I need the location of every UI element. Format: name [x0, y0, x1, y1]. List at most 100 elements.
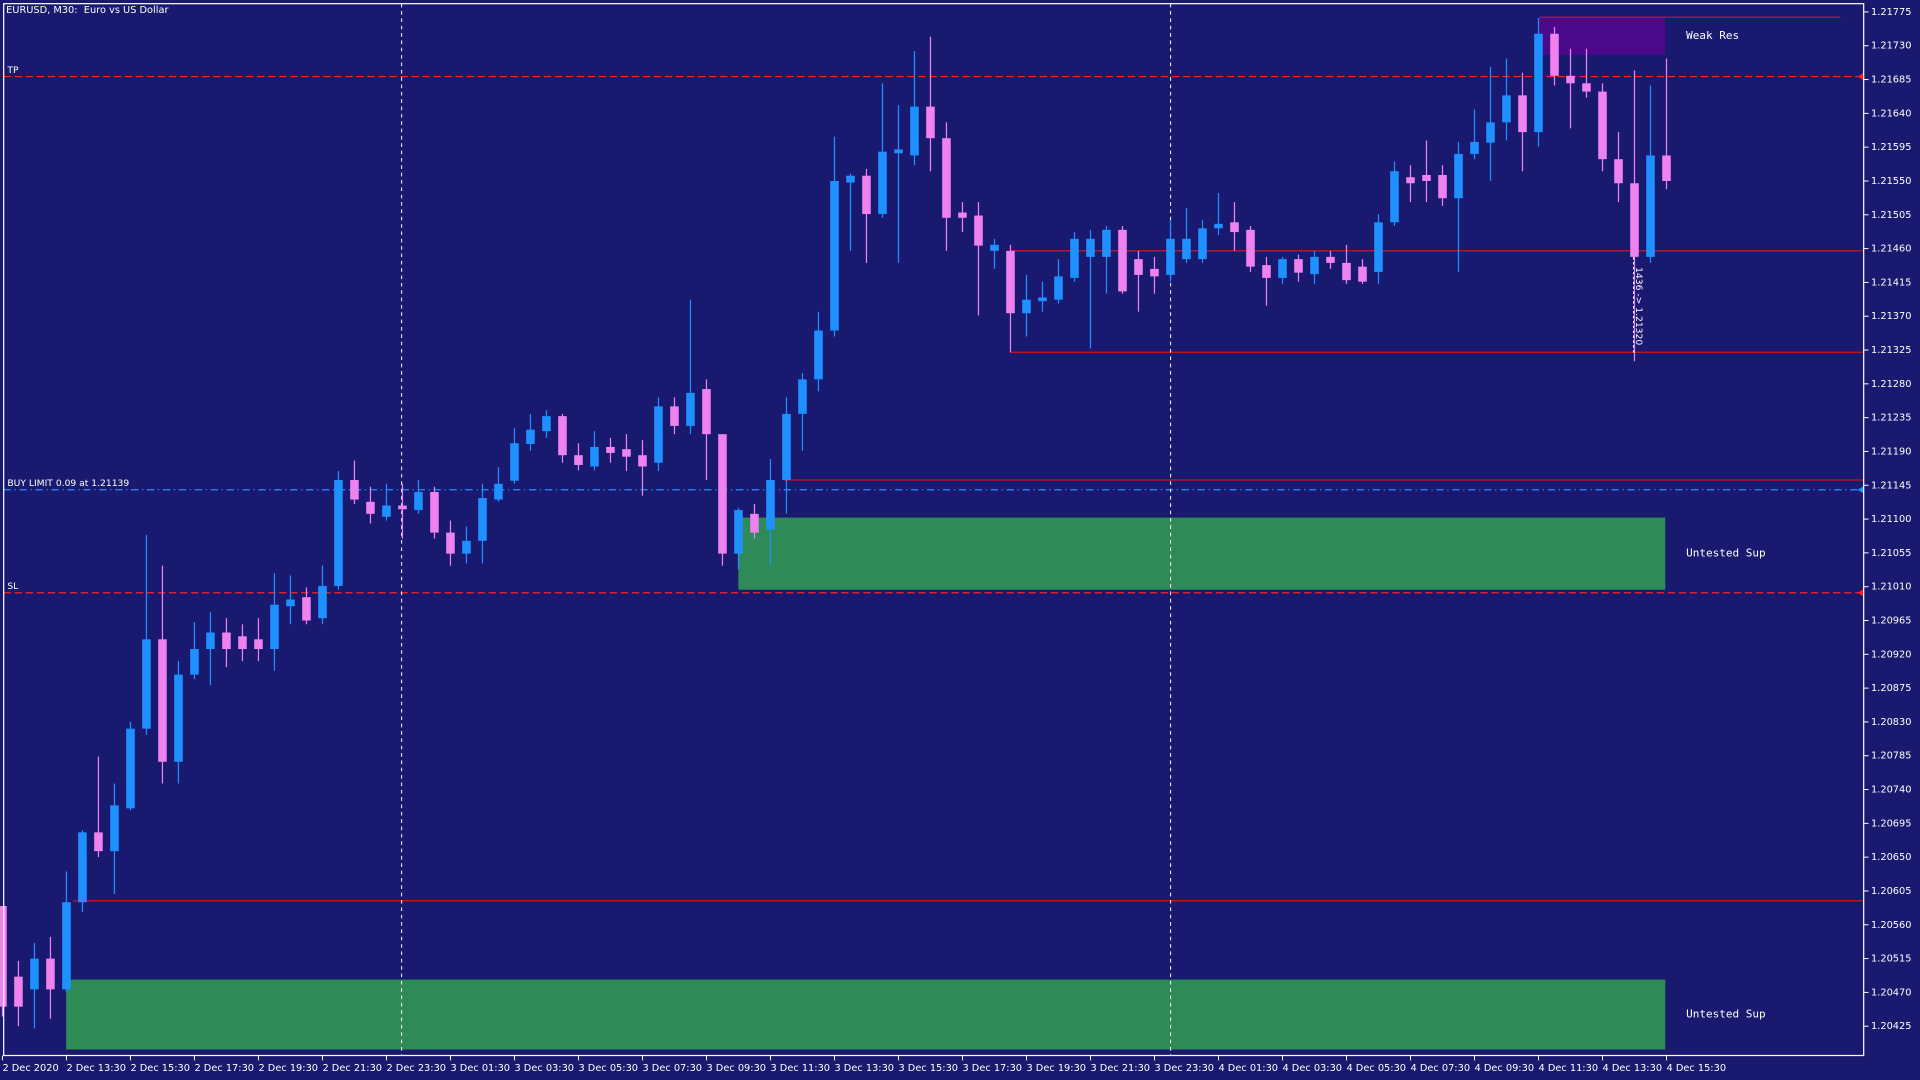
candle-body [1662, 155, 1671, 181]
y-tick-label: 1.20785 [1871, 751, 1911, 762]
x-tick-label: 3 Dec 13:30 [834, 1063, 894, 1074]
candle-body [222, 632, 231, 650]
x-tick-label: 2 Dec 19:30 [258, 1063, 318, 1074]
candle-body [1326, 256, 1335, 263]
candle-body [798, 379, 807, 414]
candle-body [878, 151, 887, 215]
candle-body [1070, 238, 1079, 278]
candle-body [1006, 250, 1015, 314]
y-tick-label: 1.21190 [1871, 446, 1911, 457]
candle-body [1086, 238, 1095, 257]
candle-body [606, 446, 615, 453]
candle-body [1630, 183, 1639, 257]
x-tick-label: 2 Dec 17:30 [194, 1063, 254, 1074]
y-tick-label: 1.20425 [1871, 1021, 1911, 1032]
y-tick-label: 1.21640 [1871, 108, 1911, 119]
candle-body [1646, 155, 1655, 257]
candle-body [638, 455, 647, 467]
candle-body [414, 492, 423, 511]
candle-body [1406, 177, 1415, 184]
candle-body [718, 434, 727, 554]
candle-body [1134, 259, 1143, 275]
y-tick-label: 1.21775 [1871, 7, 1911, 18]
candle-body [1422, 174, 1431, 181]
x-tick-label: 4 Dec 09:30 [1474, 1063, 1534, 1074]
x-tick-label: 2 Dec 21:30 [322, 1063, 382, 1074]
candle-body [702, 389, 711, 435]
candle-body [1294, 259, 1303, 273]
y-tick-label: 1.21460 [1871, 244, 1911, 255]
candle-body [1390, 171, 1399, 223]
candle-body [1582, 83, 1591, 92]
candle-body [894, 149, 903, 154]
y-tick-label: 1.20515 [1871, 954, 1911, 965]
y-tick-label: 1.21100 [1871, 514, 1911, 525]
x-tick-label: 3 Dec 21:30 [1090, 1063, 1150, 1074]
x-tick-label: 3 Dec 17:30 [962, 1063, 1022, 1074]
x-tick-label: 4 Dec 15:30 [1666, 1063, 1726, 1074]
candle-body [302, 597, 311, 621]
plot-border [3, 3, 1865, 1057]
zone [66, 979, 1666, 1050]
candle-body [1374, 222, 1383, 272]
candle-body [510, 443, 519, 481]
y-tick-label: 1.21325 [1871, 345, 1911, 356]
candle-body [1214, 223, 1223, 229]
candle-body [398, 505, 407, 510]
candle-body [974, 215, 983, 246]
order-marker [1857, 486, 1864, 494]
order-label: TP [6, 65, 19, 76]
candle-body [350, 480, 359, 500]
x-tick-label: 4 Dec 03:30 [1282, 1063, 1342, 1074]
y-tick-label: 1.21235 [1871, 413, 1911, 424]
candle-body [478, 498, 487, 541]
y-tick-label: 1.20470 [1871, 987, 1911, 998]
candle-body [238, 636, 247, 650]
y-tick-label: 1.21685 [1871, 75, 1911, 86]
candle-body [1566, 75, 1575, 84]
candle-body [62, 902, 71, 990]
candle-body [286, 599, 295, 607]
x-tick-label: 2 Dec 23:30 [386, 1063, 446, 1074]
order-label: BUY LIMIT 0.09 at 1.21139 [7, 478, 129, 489]
candle-body [1246, 229, 1255, 267]
candle-body [1054, 276, 1063, 300]
candle-body [1502, 95, 1511, 123]
candle-body [190, 649, 199, 675]
candle-body [750, 513, 759, 533]
x-tick-label: 2 Dec 15:30 [130, 1063, 190, 1074]
candle-body [126, 728, 135, 809]
candle-body [1534, 33, 1543, 133]
candle-body [430, 492, 439, 533]
zone-label: Untested Sup [1686, 1008, 1766, 1021]
y-tick-label: 1.21280 [1871, 379, 1911, 390]
candle-body [1278, 259, 1287, 278]
x-tick-label: 3 Dec 07:30 [642, 1063, 702, 1074]
candle-body [686, 392, 695, 426]
zone-label: Untested Sup [1686, 547, 1766, 560]
x-tick-label: 2 Dec 2020 [2, 1063, 58, 1074]
candle-body [1166, 238, 1175, 275]
candle-body [206, 632, 215, 650]
y-tick-label: 1.20605 [1871, 886, 1911, 897]
y-tick-label: 1.20560 [1871, 920, 1911, 931]
y-tick-label: 1.21505 [1871, 210, 1911, 221]
candle-body [1342, 262, 1351, 281]
candle-body [1518, 95, 1527, 133]
y-tick-label: 1.21595 [1871, 142, 1911, 153]
candle-body [318, 585, 327, 619]
y-tick-label: 1.21550 [1871, 176, 1911, 187]
candle-body [814, 330, 823, 380]
zone [1539, 17, 1666, 55]
candle-body [1230, 222, 1239, 233]
candle-body [1614, 159, 1623, 184]
candle-body [46, 958, 55, 990]
x-tick-label: 4 Dec 11:30 [1538, 1063, 1598, 1074]
order-marker [1857, 589, 1864, 597]
candle-body [670, 406, 679, 426]
x-tick-label: 4 Dec 01:30 [1218, 1063, 1278, 1074]
candle-body [446, 532, 455, 554]
y-tick-label: 1.21415 [1871, 277, 1911, 288]
candle-body [366, 501, 375, 514]
